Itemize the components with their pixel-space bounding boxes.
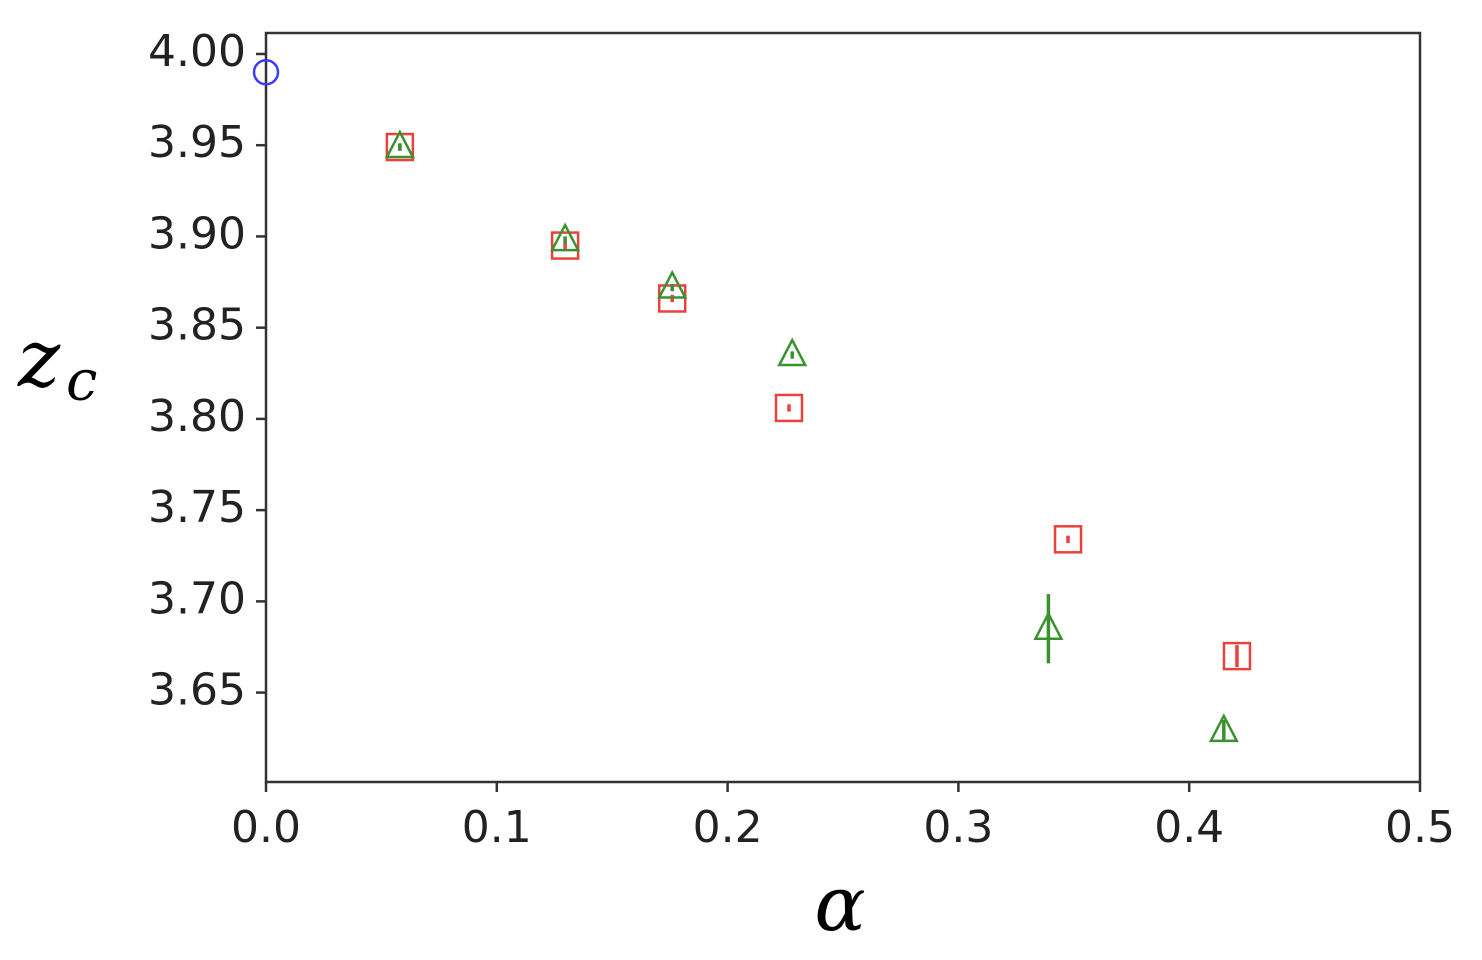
y-tick-label: 3.95 [148,117,246,168]
y-axis-label: z [17,312,61,405]
x-tick-label: 0.3 [923,802,993,853]
y-tick-label: 4.00 [148,26,246,77]
triangle-marker [1033,611,1064,640]
x-tick-label: 0.0 [231,802,301,853]
triangle-marker [657,269,688,299]
y-tick-label: 3.90 [148,208,246,259]
x-tick-label: 0.1 [462,802,532,853]
x-axis-label: α [814,859,865,948]
y-tick-label: 3.65 [148,665,246,716]
square-marker [1222,641,1252,671]
x-tick-label: 0.2 [693,802,763,853]
triangle-marker [384,129,415,159]
y-tick-label: 3.75 [148,482,246,533]
y-tick-label: 3.70 [148,573,246,624]
x-tick-label: 0.5 [1385,802,1455,853]
square-marker [550,231,580,260]
triangle-marker [550,222,581,252]
square-marker [1053,525,1083,554]
y-tick-label: 3.80 [148,391,246,442]
circle-marker [252,58,280,86]
plot-frame [264,31,1422,784]
x-tick-label: 0.4 [1154,802,1224,853]
y-tick-label: 3.85 [148,300,246,351]
square-marker [774,393,804,423]
triangle-marker [1208,713,1239,743]
y-axis-label-subscript: c [66,349,97,414]
triangle-marker [777,337,808,367]
